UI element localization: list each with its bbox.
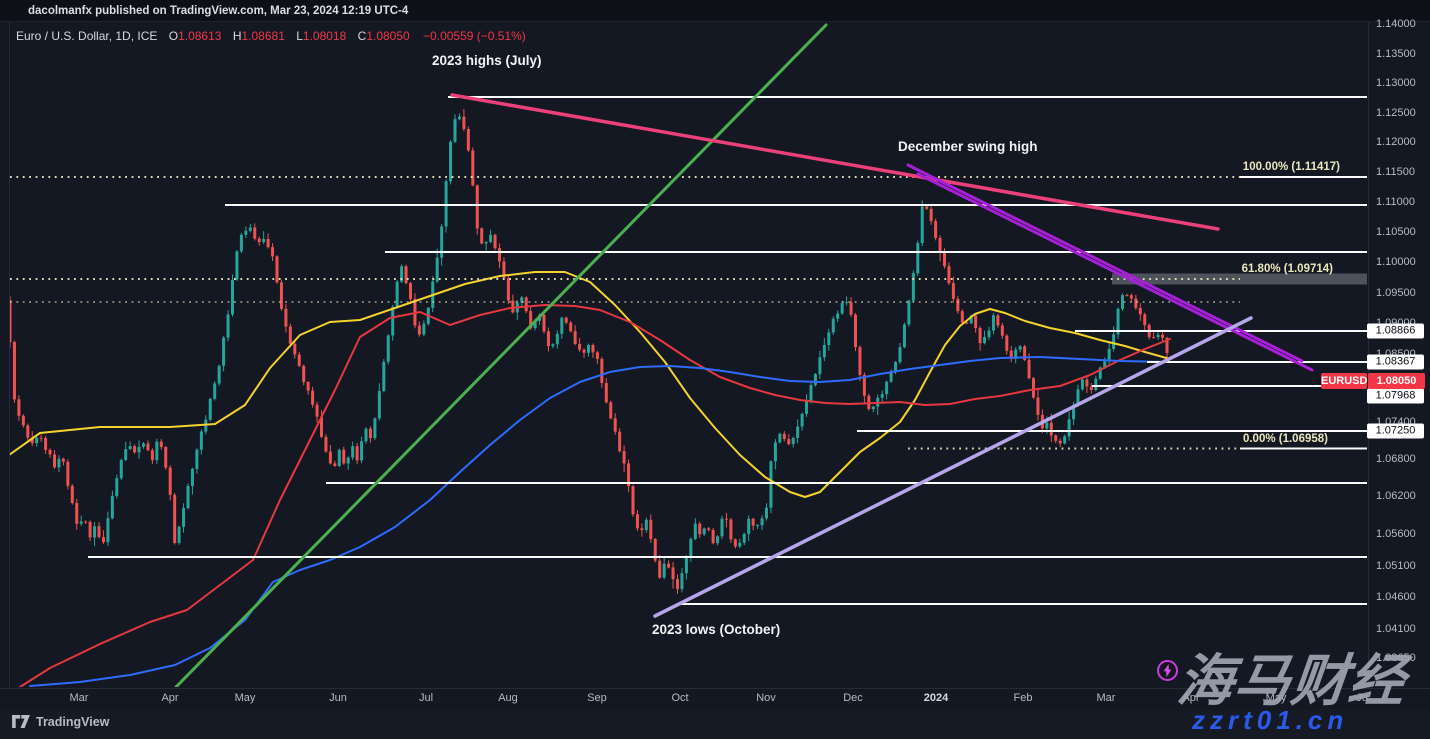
price-tick: 1.11500 — [1376, 166, 1415, 179]
ascending-support-lavender — [653, 316, 1253, 618]
price-tick: 1.10500 — [1376, 226, 1416, 239]
low-value: 1.08018 — [302, 29, 347, 43]
price-tick: 1.12000 — [1376, 136, 1416, 149]
descending-resistance-pink — [450, 93, 1220, 231]
ma-fast-yellow — [10, 271, 1171, 498]
time-axis-label: 2024 — [923, 692, 949, 704]
price-tick: 1.13500 — [1376, 47, 1416, 60]
annotation-2023-lows: 2023 lows (October) — [652, 622, 781, 637]
lightning-icon — [1163, 664, 1172, 677]
ma-slow-blue — [29, 356, 1171, 687]
symbol-price-chip: EURUSD — [1321, 373, 1368, 390]
time-axis-label: Aug — [498, 692, 518, 704]
price-tick: 1.04100 — [1376, 623, 1416, 636]
price-tick: 1.06200 — [1376, 490, 1416, 503]
price-tick: 1.04600 — [1376, 591, 1416, 604]
price-tick: 1.06800 — [1376, 452, 1416, 465]
price-tick: 1.10000 — [1376, 256, 1416, 269]
price-tick: 1.12500 — [1376, 106, 1416, 119]
price-line-label: 1.08367 — [1367, 354, 1424, 370]
price-line-label: 1.07250 — [1367, 423, 1424, 439]
price-line-label: 1.08866 — [1367, 323, 1424, 339]
fib-label-61.80%: 61.80% (1.09714) — [1241, 263, 1333, 275]
price-tick: 1.14000 — [1376, 18, 1416, 31]
time-axis-label: Jul — [418, 692, 434, 704]
time-axis-label: Mar — [69, 692, 89, 704]
time-axis-label: Nov — [756, 692, 776, 704]
open-value: 1.08613 — [178, 29, 222, 43]
ma-mid-red — [18, 304, 1171, 687]
price-tick: 1.09500 — [1376, 286, 1416, 299]
price-tick: 1.03650 — [1376, 652, 1416, 665]
time-axis-label: Jun — [329, 692, 347, 704]
tradingview-logo-icon — [12, 715, 30, 728]
price-axis[interactable]: 1.14000 1.13500 1.13000 1.12500 1.12000 1.115… — [1367, 18, 1430, 688]
open-label: O — [168, 29, 179, 43]
time-axis-label: Apr — [161, 692, 179, 704]
low-label: L — [296, 29, 303, 43]
falling-channel-purple-b — [916, 172, 1314, 372]
time-axis-label: May — [1265, 692, 1287, 704]
time-axis-label: Ju — [1356, 692, 1368, 704]
falling-channel-purple-a — [906, 163, 1304, 363]
publish-bar: dacolmanfx published on TradingView.com,… — [0, 0, 1430, 22]
lightning-button[interactable] — [1157, 660, 1178, 681]
time-axis-label: Oct — [671, 692, 689, 704]
time-axis-label: Feb — [1013, 692, 1033, 704]
change-value: −0.00559 (−0.51%) — [423, 29, 526, 43]
publish-text: dacolmanfx published on TradingView.com,… — [28, 5, 409, 17]
price-tick: 1.11000 — [1376, 195, 1415, 208]
tradingview-logo[interactable]: TradingView — [12, 715, 109, 729]
price-line-label: 1.07968 — [1367, 388, 1424, 404]
price-tick: 1.13000 — [1376, 77, 1416, 90]
time-axis-label: Apr — [1182, 692, 1200, 704]
footer-bar: TradingView — [0, 709, 1430, 739]
fib-label-100.00%: 100.00% (1.11417) — [1242, 161, 1340, 173]
price-tick: 1.05100 — [1376, 559, 1416, 572]
high-label: H — [232, 29, 242, 43]
high-value: 1.08681 — [241, 29, 285, 43]
pane-left-border — [9, 22, 10, 688]
current-price-label: 1.08050 — [1368, 373, 1425, 390]
time-axis-label: Dec — [843, 692, 863, 704]
annotation-2023-highs: 2023 highs (July) — [432, 53, 542, 68]
watermark-url: zzrt01.cn — [1192, 705, 1349, 735]
fib-label-0.00%: 0.00% (1.06958) — [1242, 433, 1328, 445]
annotation-december-swing-high: December swing high — [898, 139, 1038, 154]
long-term-rising-green — [174, 23, 828, 687]
time-axis-label: Sep — [587, 692, 607, 704]
candles — [10, 108, 1169, 594]
price-tick: 1.05600 — [1376, 528, 1416, 541]
tradingview-brand-text: TradingView — [36, 715, 110, 729]
symbol-title: Euro / U.S. Dollar, 1D, ICE — [16, 29, 158, 43]
close-value: 1.08050 — [366, 29, 410, 43]
symbol-legend[interactable]: Euro / U.S. Dollar, 1D, ICE O1.08613 H1.… — [16, 29, 526, 43]
close-label: C — [357, 29, 367, 43]
time-axis-label: Mar — [1096, 692, 1116, 704]
time-axis-label: May — [234, 692, 256, 704]
